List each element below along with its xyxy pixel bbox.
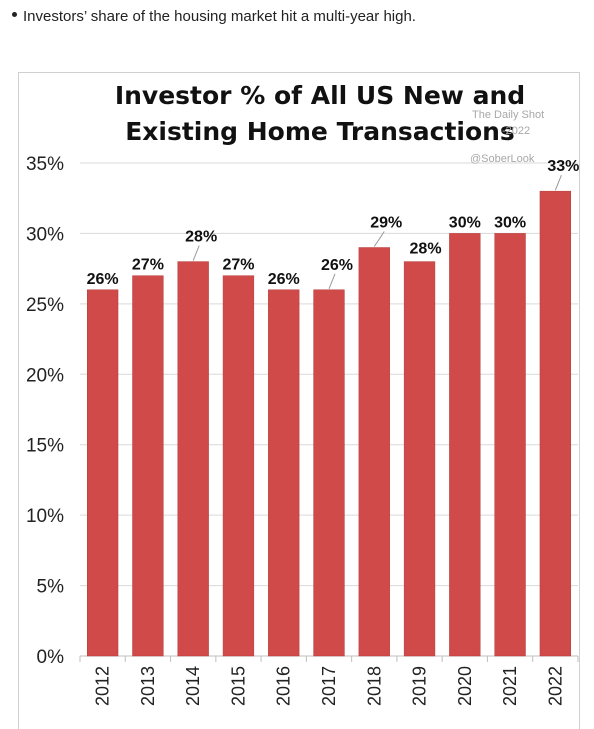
bars — [86, 190, 572, 657]
data-label: 26% — [87, 271, 119, 288]
data-label: 26% — [268, 271, 300, 288]
x-tick-label: 2017 — [319, 666, 339, 706]
x-tick-label: 2022 — [545, 666, 565, 706]
y-tick-label: 5% — [37, 577, 65, 598]
y-tick-label: 30% — [26, 224, 64, 245]
data-label: 28% — [185, 229, 217, 246]
bar — [358, 247, 390, 657]
y-tick-label: 10% — [26, 506, 64, 527]
x-tick-label: 2020 — [455, 666, 475, 706]
data-label: 26% — [321, 257, 353, 274]
bar — [86, 289, 119, 657]
bar — [222, 275, 255, 657]
bar — [132, 275, 164, 657]
chart-title: Investor % of All US New and Existing Hom… — [115, 81, 525, 146]
watermark-line: -2022 — [502, 125, 530, 137]
y-tick-label: 25% — [26, 295, 64, 316]
label-leader-line — [192, 245, 200, 261]
x-axis-ticks: 2012 2013 2014 2015 2016 2017 2018 2019 2020 2021… — [79, 656, 579, 706]
data-label: 29% — [370, 215, 402, 232]
bullet-icon — [12, 11, 17, 17]
x-tick-label: 2021 — [500, 666, 520, 706]
chart-title-line: Investor % of All US New and — [115, 81, 525, 110]
bar — [539, 190, 572, 657]
data-labels: 26% 27% 28% 27% 26% 26% 29% 28% 30% 30% 33% — [87, 158, 579, 289]
chart-title-line: Existing Home Transactions — [125, 117, 515, 146]
x-tick-label: 2012 — [93, 666, 113, 706]
x-tick-label: 2014 — [183, 666, 203, 706]
x-tick-label: 2015 — [228, 666, 248, 706]
data-label: 27% — [132, 257, 164, 274]
x-tick-label: 2019 — [410, 666, 430, 706]
y-axis-ticks: 0% 5% 10% 15% 20% 25% 30% 35% — [26, 154, 64, 668]
y-tick-label: 0% — [37, 647, 65, 668]
data-label: 27% — [222, 257, 254, 274]
watermark-line: The Daily Shot — [472, 109, 544, 121]
bar — [268, 289, 300, 657]
watermark: The Daily Shot -2022 @SoberLook — [470, 109, 544, 165]
bar — [494, 233, 526, 657]
label-leader-line — [373, 231, 385, 247]
y-tick-label: 35% — [26, 154, 64, 175]
y-tick-label: 20% — [26, 365, 64, 386]
x-tick-label: 2018 — [364, 666, 384, 706]
watermark-line: @SoberLook — [470, 153, 535, 165]
label-leader-line — [554, 174, 562, 191]
bar — [313, 289, 345, 657]
caption-text: Investors’ share of the housing market h… — [23, 8, 416, 25]
x-tick-label: 2013 — [138, 666, 158, 706]
data-label: 33% — [547, 158, 579, 175]
data-label: 28% — [410, 241, 442, 258]
bar — [177, 261, 209, 657]
label-leader-line — [328, 273, 336, 289]
x-tick-label: 2016 — [274, 666, 294, 706]
data-label: 30% — [494, 214, 526, 231]
bar — [449, 233, 481, 657]
caption: Investors’ share of the housing market h… — [12, 8, 416, 25]
data-label: 30% — [449, 214, 481, 231]
bar — [403, 261, 436, 657]
y-tick-label: 15% — [26, 436, 64, 457]
